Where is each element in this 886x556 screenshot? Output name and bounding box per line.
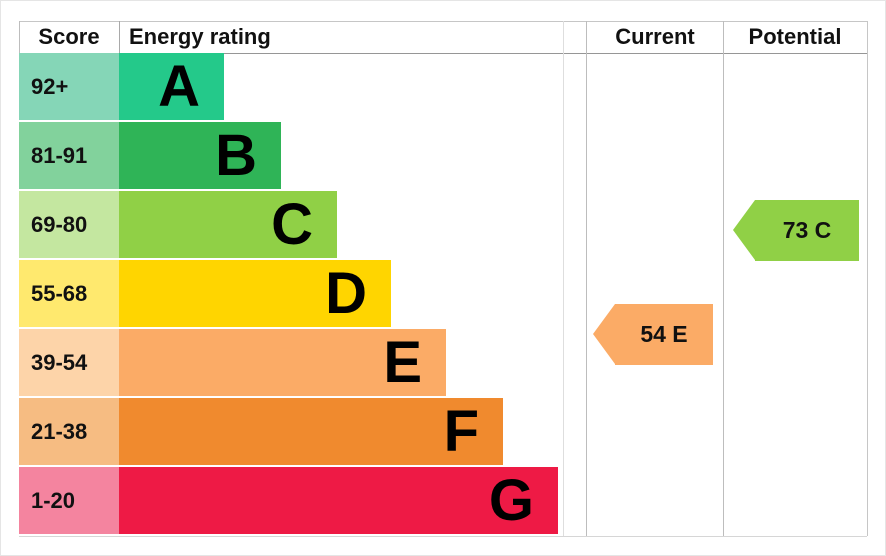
band-row-a: 92+ A bbox=[19, 53, 567, 122]
score-range-label: 21-38 bbox=[19, 398, 119, 465]
band-row-g: 1-20 G bbox=[19, 467, 567, 536]
score-rating-divider bbox=[119, 21, 120, 53]
score-range-label: 92+ bbox=[19, 53, 119, 120]
band-bar-f: F bbox=[119, 398, 503, 465]
current-rating-arrow: 54 E bbox=[593, 304, 713, 365]
current-left-divider bbox=[586, 21, 587, 536]
table-right-border bbox=[867, 21, 868, 536]
band-letter: D bbox=[325, 260, 367, 326]
score-range-label: 1-20 bbox=[19, 467, 119, 534]
band-bar-e: E bbox=[119, 329, 446, 396]
current-rating-label: 54 E bbox=[615, 304, 713, 365]
band-row-e: 39-54 E bbox=[19, 329, 567, 398]
header-bottom-border bbox=[19, 53, 867, 54]
band-letter: G bbox=[488, 467, 534, 533]
left-arrow-tip-icon bbox=[593, 304, 615, 364]
left-arrow-tip-icon bbox=[733, 200, 755, 260]
score-range-label: 81-91 bbox=[19, 122, 119, 189]
band-row-b: 81-91 B bbox=[19, 122, 567, 191]
potential-rating-label: 73 C bbox=[755, 200, 859, 261]
band-letter: F bbox=[443, 398, 479, 464]
band-bar-g: G bbox=[119, 467, 558, 534]
rating-right-border bbox=[563, 21, 564, 536]
score-range-label: 39-54 bbox=[19, 329, 119, 396]
band-row-c: 69-80 C bbox=[19, 191, 567, 260]
potential-column-header: Potential bbox=[748, 24, 842, 49]
band-bar-b: B bbox=[119, 122, 281, 189]
band-letter: E bbox=[383, 329, 422, 395]
score-column-header: Score bbox=[38, 24, 100, 49]
energy-rating-column-header: Energy rating bbox=[129, 24, 271, 49]
current-column-header: Current bbox=[615, 24, 695, 49]
band-letter: B bbox=[215, 122, 257, 188]
score-range-label: 55-68 bbox=[19, 260, 119, 327]
current-potential-divider bbox=[723, 21, 724, 536]
band-row-d: 55-68 D bbox=[19, 260, 567, 329]
band-bar-a: A bbox=[119, 53, 224, 120]
band-rows: 92+ A 81-91 B 69-80 C 55-68 D 39-54 E 21-38 F 1-20 G bbox=[19, 53, 567, 536]
band-row-f: 21-38 F bbox=[19, 398, 567, 467]
band-letter: C bbox=[271, 191, 313, 257]
band-letter: A bbox=[158, 53, 200, 119]
score-range-label: 69-80 bbox=[19, 191, 119, 258]
band-bar-d: D bbox=[119, 260, 391, 327]
table-top-border bbox=[19, 21, 867, 22]
header-left-border bbox=[19, 21, 20, 53]
potential-rating-arrow: 73 C bbox=[733, 200, 859, 261]
band-bar-c: C bbox=[119, 191, 337, 258]
table-bottom-border bbox=[19, 536, 867, 537]
